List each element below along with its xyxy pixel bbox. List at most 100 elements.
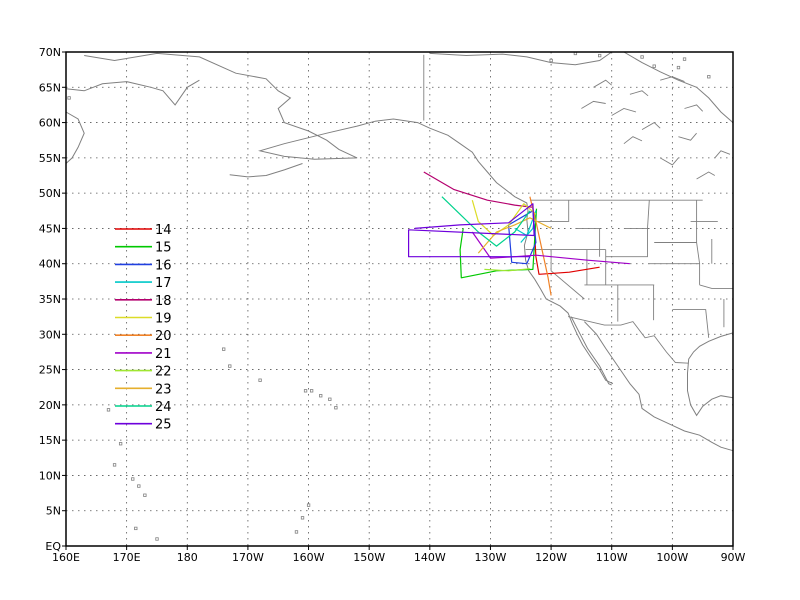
lat-tick-label: 10N	[39, 469, 61, 482]
island	[303, 389, 308, 393]
coastline	[623, 51, 734, 123]
lake-outline	[641, 122, 661, 130]
legend-label-23: 23	[155, 382, 172, 397]
border-line	[567, 316, 689, 364]
legend-label-22: 22	[155, 365, 172, 380]
lon-tick-label: 130W	[475, 551, 507, 564]
island	[67, 96, 71, 100]
coastline	[429, 51, 612, 66]
border-line	[699, 284, 733, 289]
legend-label-19: 19	[155, 312, 172, 327]
lon-tick-label: 110W	[596, 551, 628, 564]
legend-label-17: 17	[155, 276, 172, 291]
lon-tick-label: 150W	[353, 551, 385, 564]
island	[598, 53, 602, 58]
coastline	[570, 316, 612, 386]
border-line	[696, 200, 701, 264]
lake-outline	[593, 79, 612, 88]
legend-label-24: 24	[155, 400, 172, 415]
legend-label-14: 14	[155, 223, 172, 238]
island	[137, 484, 141, 488]
legend: 14 15 16 17 18 19 20 21 22 23 24 25	[115, 223, 172, 433]
coastline	[229, 163, 303, 178]
track-15	[459, 208, 538, 279]
lake-outline	[623, 136, 643, 145]
lat-tick-label: 70N	[39, 46, 61, 59]
axis-ticks: 70N 65N 60N 55N 50N 45N 40N 35N 30N 25N 20N 15N 10N 5…	[39, 46, 746, 564]
island	[640, 55, 644, 59]
island	[134, 526, 138, 531]
legend-label-21: 21	[155, 347, 172, 362]
lake-outline	[684, 104, 704, 112]
lake-outline	[629, 90, 649, 97]
lon-tick-label: 120W	[535, 551, 567, 564]
island	[707, 75, 711, 79]
lon-tick-label: 140W	[414, 551, 446, 564]
island	[549, 58, 553, 63]
legend-label-16: 16	[155, 258, 172, 273]
coastline	[65, 79, 200, 106]
storm-tracks	[408, 171, 630, 296]
border-line	[575, 227, 601, 257]
lon-tick-label: 100W	[656, 551, 688, 564]
coastline	[584, 321, 734, 452]
lat-tick-label: 15N	[39, 434, 61, 447]
lat-tick-label: EQ	[45, 540, 61, 553]
lake-outline	[581, 100, 606, 109]
legend-label-25: 25	[155, 418, 172, 433]
legend-label-15: 15	[155, 241, 172, 256]
lon-tick-label: 170E	[113, 551, 141, 564]
island	[294, 530, 299, 534]
lat-tick-label: 40N	[39, 258, 61, 271]
island	[112, 463, 117, 467]
lat-tick-label: 60N	[39, 117, 61, 130]
track-18	[423, 171, 533, 208]
island	[228, 364, 232, 368]
coastline	[687, 332, 734, 417]
lat-tick-label: 25N	[39, 364, 61, 377]
island	[682, 57, 687, 61]
border-line	[605, 200, 650, 258]
island	[652, 64, 656, 68]
island	[258, 378, 262, 382]
track-23	[477, 217, 552, 254]
lon-tick-label: 160W	[293, 551, 325, 564]
coastlines	[65, 51, 734, 541]
lat-tick-label: 55N	[39, 152, 61, 165]
track-25	[408, 203, 535, 258]
track-21	[471, 231, 630, 265]
lat-tick-label: 65N	[39, 81, 61, 94]
island	[131, 477, 135, 481]
lake-outline	[696, 171, 716, 180]
island	[319, 394, 323, 398]
lat-tick-label: 50N	[39, 187, 61, 200]
island	[222, 347, 226, 351]
island	[155, 537, 159, 541]
lat-tick-label: 45N	[39, 222, 61, 235]
lon-tick-label: 180	[177, 551, 198, 564]
island	[106, 408, 111, 412]
lake-outline	[714, 150, 731, 159]
coastline	[65, 111, 85, 164]
island	[676, 65, 681, 70]
island	[118, 442, 123, 446]
lake-outline	[660, 76, 685, 83]
lon-tick-label: 90W	[721, 551, 746, 564]
lon-tick-label: 170W	[232, 551, 264, 564]
island	[143, 493, 147, 497]
lake-outline	[659, 157, 679, 166]
lon-tick-label: 160E	[52, 551, 80, 564]
lat-tick-label: 35N	[39, 293, 61, 306]
lake-outline	[678, 132, 697, 141]
track-22	[484, 268, 530, 272]
lat-tick-label: 5N	[46, 505, 61, 518]
lake-outline	[611, 108, 637, 116]
border-line	[534, 200, 570, 222]
state-borders	[423, 54, 733, 364]
island	[306, 503, 311, 507]
border-line	[672, 309, 710, 338]
island	[334, 406, 338, 410]
track-17	[514, 210, 537, 243]
island	[300, 516, 305, 520]
